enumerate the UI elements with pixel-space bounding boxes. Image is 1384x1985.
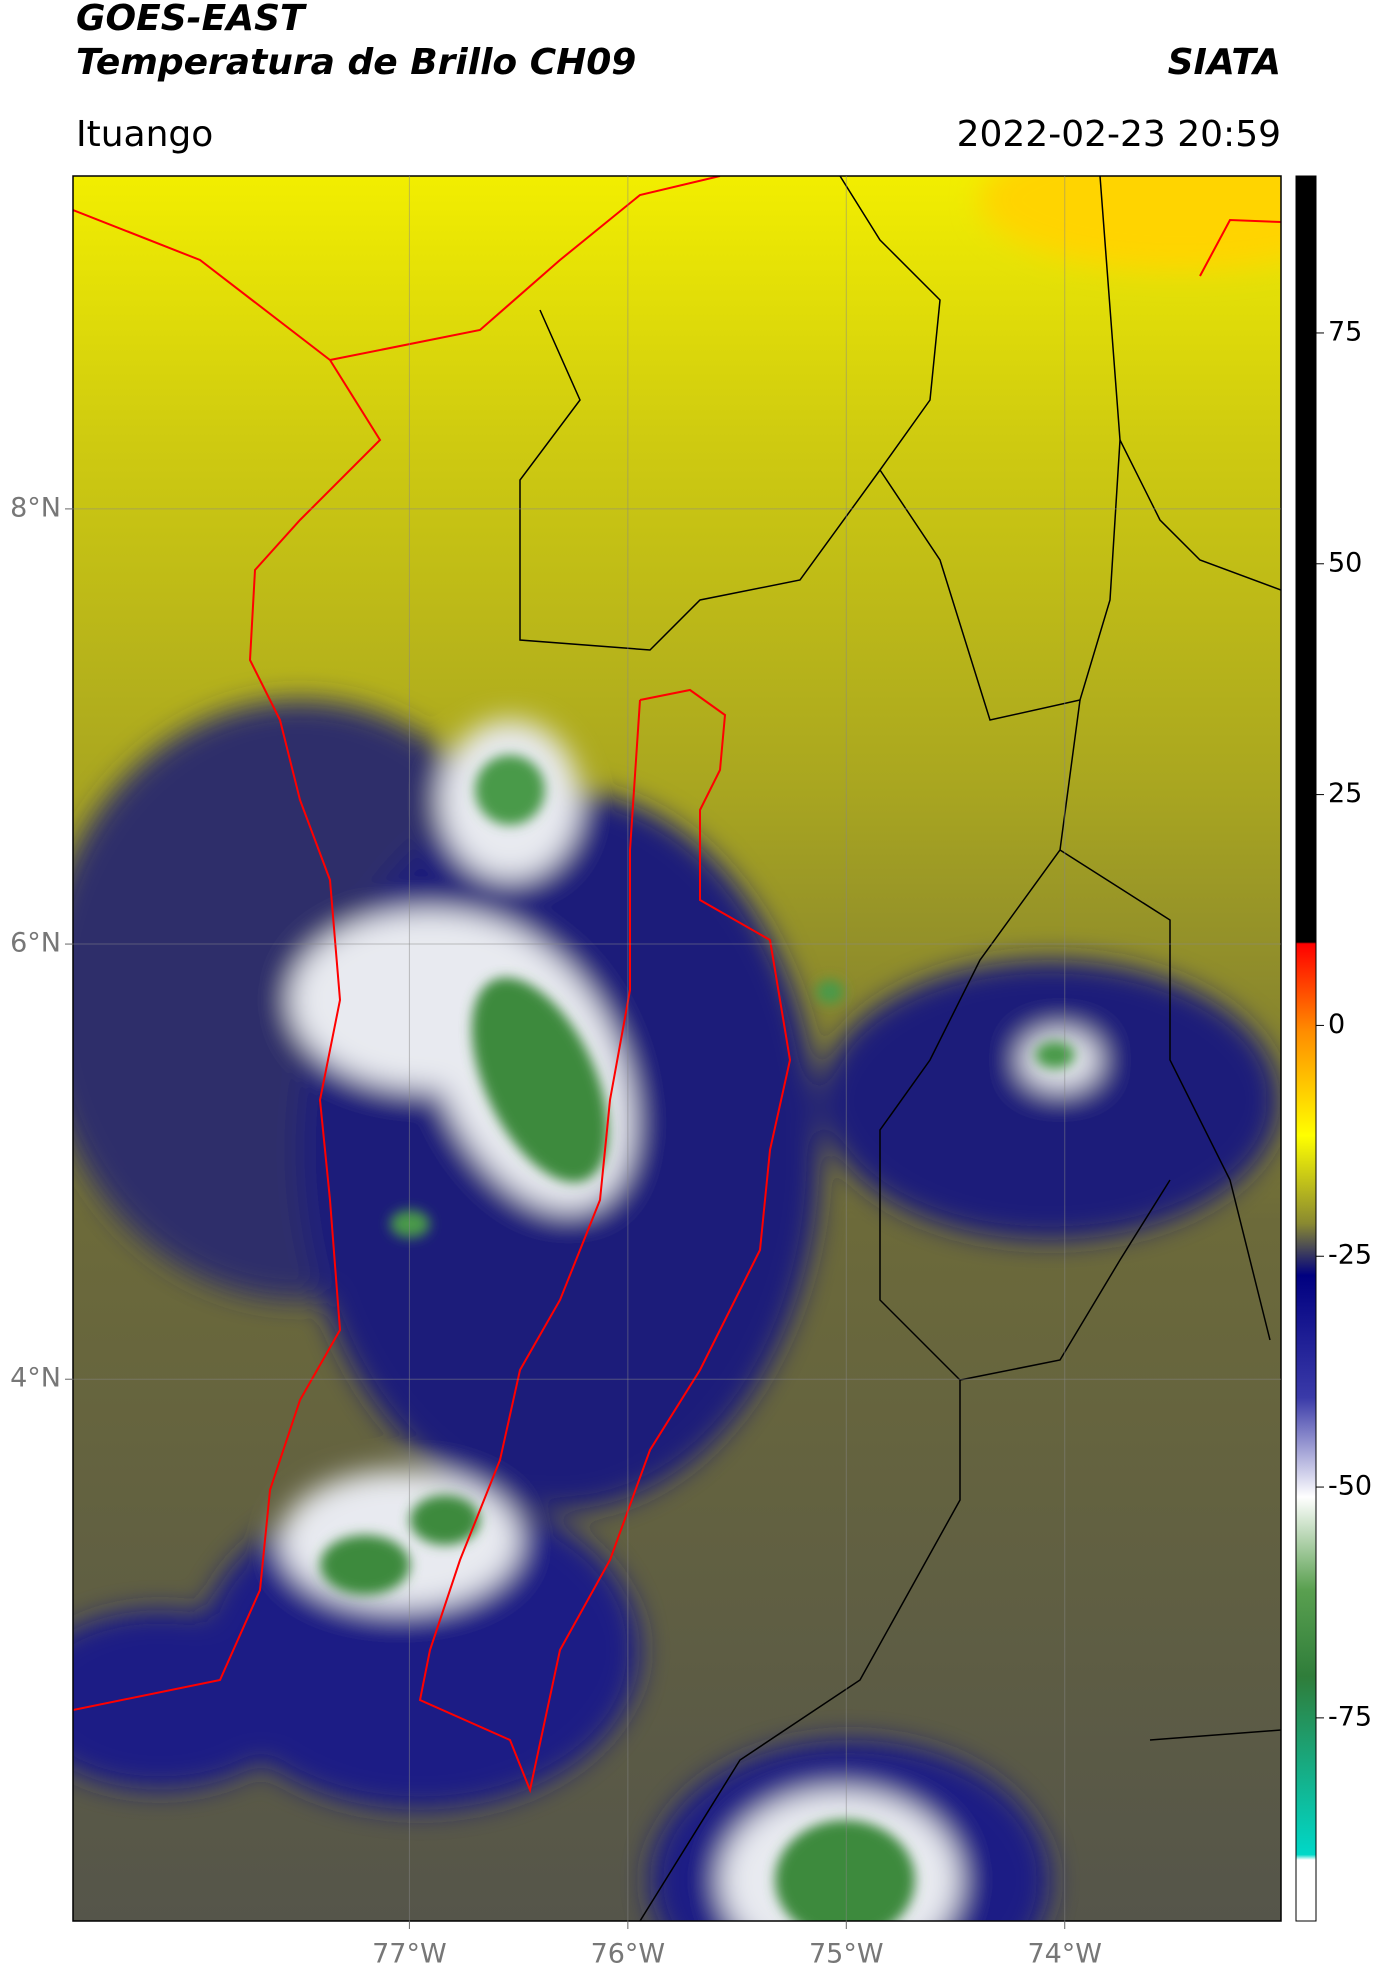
x-tick-label: 76°W (591, 1939, 666, 1970)
map-field (73, 176, 1281, 1921)
colorbar-tick-label: -50 (1328, 1471, 1372, 1502)
x-tick-label: 74°W (1027, 1939, 1102, 1970)
colorbar-tick-label: 50 (1328, 547, 1362, 578)
map-frame (72, 175, 1282, 1922)
x-tick-label: 77°W (372, 1939, 447, 1970)
admin-borders (519, 176, 1281, 1921)
x-tick-label: 75°W (809, 1939, 884, 1970)
colorbar-tick-label: 25 (1328, 778, 1362, 809)
title: GOES-EAST (76, 0, 307, 39)
subtitle: Temperatura de Brillo CH09 (76, 42, 636, 83)
cold-cores (320, 755, 1075, 1921)
location: Ituango (76, 114, 213, 155)
colorbar (1295, 175, 1317, 1922)
colorbar-tick-label: -75 (1328, 1701, 1372, 1732)
country-border (73, 176, 1281, 1711)
datetime: 2022-02-23 20:59 (957, 114, 1281, 155)
brand: SIATA (1168, 42, 1281, 83)
y-tick-label: 6°N (10, 928, 61, 959)
department-border (418, 688, 792, 1794)
colorbar-tick-label: 75 (1328, 316, 1362, 347)
y-tick-label: 8°N (10, 492, 61, 523)
y-tick-label: 4°N (10, 1363, 61, 1394)
colorbar-tick-label: 0 (1328, 1009, 1345, 1040)
colorbar-tick-label: -25 (1328, 1240, 1372, 1271)
